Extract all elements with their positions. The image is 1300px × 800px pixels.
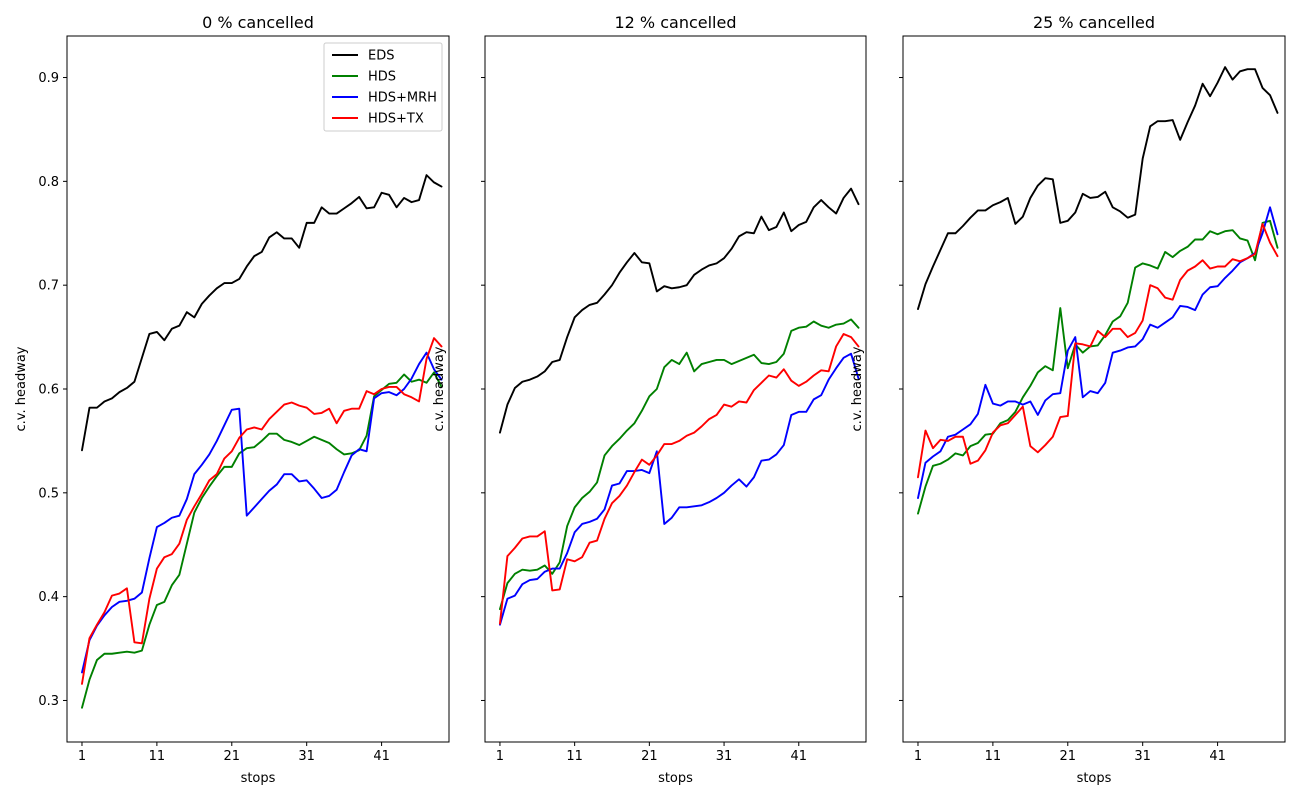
panel-2-title: 12 % cancelled [614, 13, 736, 32]
panel-2-xtick-label: 21 [641, 749, 658, 764]
panel-3-line-eds [917, 66, 1279, 311]
panel-3-line-hds [917, 219, 1279, 515]
panel-3-title: 25 % cancelled [1033, 13, 1155, 32]
panel-1-ytick-label: 0.3 [38, 694, 59, 709]
panel-1-series [81, 174, 443, 709]
panel-2-series [498, 187, 860, 626]
panel-1-xlabel: stops [241, 771, 276, 786]
panel-2-line-hds-mrh [498, 352, 860, 626]
panel-2-ylabel: c.v. headway [432, 346, 447, 431]
panel-2-xlabel: stops [658, 771, 693, 786]
panel-1-ylabel: c.v. headway [14, 346, 29, 431]
panel-2-xtick-label: 11 [566, 749, 583, 764]
panel-3-xlabel: stops [1077, 771, 1112, 786]
panel-1-xtick-label: 11 [149, 749, 166, 764]
panel-1-xtick-label: 31 [298, 749, 315, 764]
panel-2-xtick-label: 1 [496, 749, 504, 764]
panel-1-line-hds-tx [81, 337, 443, 685]
panel-1-title: 0 % cancelled [202, 13, 314, 32]
panel-1-legend: EDS HDS HDS+MRH HDS+TX [323, 42, 443, 132]
panel-3-xtick-label: 1 [914, 749, 922, 764]
panel-2-line-eds [498, 187, 860, 434]
panel-1-ytick-label: 0.9 [38, 71, 59, 86]
panel-1-line-hds-mrh [81, 351, 443, 674]
legend-label-hds-mrh: HDS+MRH [368, 91, 437, 106]
panel-3-xtick-label: 41 [1209, 749, 1226, 764]
panel-1-xtick-label: 41 [373, 749, 390, 764]
panel-3-line-hds-tx [917, 222, 1279, 479]
panel-1-ytick-label: 0.4 [38, 590, 59, 605]
legend-box [323, 42, 443, 132]
legend-label-hds-tx: HDS+TX [368, 112, 424, 127]
panel-3-series [917, 66, 1279, 515]
panel-1-xtick-label: 21 [224, 749, 241, 764]
panel-1-line-eds [81, 174, 443, 452]
panel-1-ytick-label: 0.5 [38, 486, 59, 501]
panel-1-xtick-label: 1 [78, 749, 86, 764]
panel-2-xtick-label: 31 [716, 749, 733, 764]
panel-2-line-hds-tx [498, 333, 860, 625]
panel-2-xtick-label: 41 [790, 749, 807, 764]
panel-1-ytick-label: 0.7 [38, 279, 59, 294]
legend-label-hds: HDS [368, 70, 396, 85]
panel-3-xtick-label: 11 [985, 749, 1002, 764]
panel-3-xtick-label: 31 [1134, 749, 1151, 764]
panel-3-ylabel: c.v. headway [850, 346, 865, 431]
panel-1-ytick-label: 0.6 [38, 383, 59, 398]
panel-1-ytick-label: 0.8 [38, 175, 59, 190]
panel-3-xtick-label: 21 [1060, 749, 1077, 764]
panel-3-line-hds-mrh [917, 206, 1279, 499]
panel-2-line-hds [498, 318, 860, 611]
legend-label-eds: EDS [368, 49, 394, 64]
